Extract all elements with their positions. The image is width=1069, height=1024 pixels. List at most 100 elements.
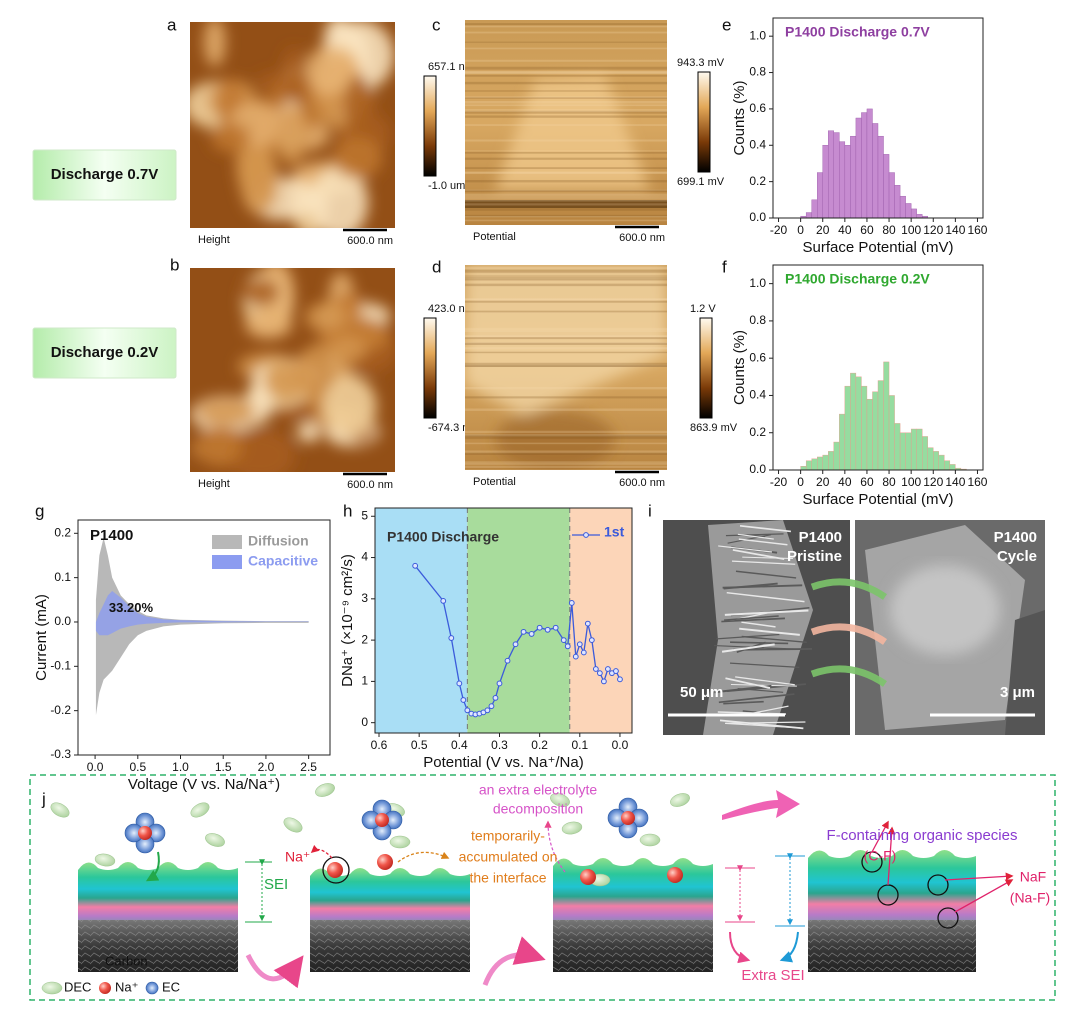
sem-fiber: [718, 545, 773, 553]
schematic-note: the interface: [469, 870, 546, 886]
y-tick-label: 0.2: [54, 525, 71, 539]
kpfm-scanline: [465, 167, 667, 170]
x-tick-label: 80: [882, 223, 896, 237]
histogram-bar: [905, 432, 912, 471]
sei-stack: [553, 858, 713, 972]
kpfm-scanline: [465, 298, 667, 301]
panel-letter: e: [722, 15, 731, 34]
step-arrow: [482, 936, 546, 986]
scale-label: 600.0 nm: [347, 235, 393, 247]
sei-layers: [553, 858, 713, 922]
desolvation-arrow: [310, 844, 333, 859]
row-label: Discharge 0.2V: [51, 344, 159, 361]
y-tick-label: 1.0: [749, 276, 766, 290]
kpfm-scanline: [465, 362, 667, 365]
kpfm-scanline: [465, 364, 667, 367]
histogram-bar: [910, 428, 917, 471]
histogram-bar: [866, 108, 873, 219]
histogram-bar: [888, 395, 895, 471]
image-caption: Height: [198, 234, 230, 246]
kpfm-scanline: [465, 100, 667, 104]
dec-molecule: [389, 835, 411, 849]
x-tick-label: 60: [860, 223, 874, 237]
histogram-bar: [850, 372, 857, 471]
data-marker: [488, 703, 495, 710]
dec-molecule: [670, 793, 690, 807]
pointer-line: [887, 826, 896, 886]
kpfm-scanline: [465, 115, 667, 118]
kpfm-scanline: [465, 298, 667, 301]
kpfm-scanline: [465, 110, 667, 114]
legend-label: EC: [162, 979, 180, 994]
kpfm-scanline: [465, 329, 667, 332]
histogram-bar: [817, 172, 823, 219]
colorbar: [697, 71, 711, 173]
big-arrow: [722, 790, 800, 820]
kpfm-dark-band: [465, 200, 667, 208]
panel-letter: c: [432, 15, 441, 34]
schematic-label: Carbon: [105, 953, 148, 968]
x-tick-label: 20: [816, 475, 830, 489]
kpfm-scanline: [465, 202, 667, 205]
sem-fiber: [725, 677, 771, 689]
area-band: [95, 537, 309, 716]
sem-fiber: [732, 549, 785, 560]
y-tick-label: -0.3: [50, 747, 71, 761]
afm-grain: [210, 122, 251, 153]
histogram-bar: [861, 112, 868, 219]
histogram-bar: [811, 199, 818, 219]
histogram-bar: [877, 135, 884, 219]
histogram-bar: [855, 376, 862, 471]
kpfm-scanline: [465, 189, 667, 192]
data-marker: [504, 657, 511, 664]
transition-arrow: [810, 623, 887, 645]
kpfm-scanline: [465, 336, 667, 339]
carbon-texture: [310, 920, 470, 972]
sem-fiber: [721, 617, 785, 623]
y-tick-label: 0.0: [749, 462, 766, 476]
kpfm-scanline: [465, 189, 667, 193]
histogram-bar: [839, 413, 846, 471]
image-caption: Potential: [473, 476, 516, 488]
kpfm-scanline: [465, 337, 667, 340]
data-marker: [528, 631, 535, 637]
histogram-bar: [899, 195, 906, 219]
dec-molecule: [205, 833, 225, 847]
afm-grain: [196, 426, 242, 466]
kpfm-scanline: [465, 151, 667, 154]
afm-grain: [263, 361, 311, 400]
histogram-bar: [822, 145, 829, 219]
x-tick-label: -20: [770, 475, 788, 489]
highlight-circle: [322, 856, 350, 884]
y-tick-label: 0.2: [749, 174, 766, 188]
kpfm-scanline: [465, 207, 667, 211]
shaded-region: [467, 508, 570, 733]
sem-fiber: [737, 533, 774, 540]
y-axis-label: DNa⁺ (×10⁻⁹ cm²/s): [339, 554, 356, 687]
data-marker: [572, 653, 579, 660]
kpfm-scanline: [465, 47, 667, 50]
y-tick-label: 2: [361, 632, 368, 646]
sem-fiber: [730, 641, 789, 645]
kpfm-scanline: [465, 157, 667, 160]
sem-fiber: [719, 719, 804, 730]
row-label: Discharge 0.7V: [51, 166, 159, 183]
histogram-bar: [910, 208, 917, 219]
data-marker: [592, 666, 599, 672]
na-ion: [138, 826, 152, 840]
kpfm-scanline: [465, 214, 667, 217]
panel-letter: a: [167, 15, 177, 34]
sem-fiber: [730, 683, 797, 687]
row-label-box: [32, 327, 177, 379]
x-tick-label: 100: [901, 475, 921, 489]
histogram-bar: [905, 203, 912, 219]
colorbar-max: 423.0 nm: [428, 303, 474, 315]
image-caption: Height: [198, 478, 230, 490]
annotation: 33.20%: [109, 600, 154, 615]
afm-grain: [305, 302, 348, 332]
kpfm-scanline: [465, 66, 667, 70]
legend-label: DEC: [64, 979, 91, 994]
panel-letter: h: [343, 501, 352, 520]
data-marker: [412, 562, 419, 569]
